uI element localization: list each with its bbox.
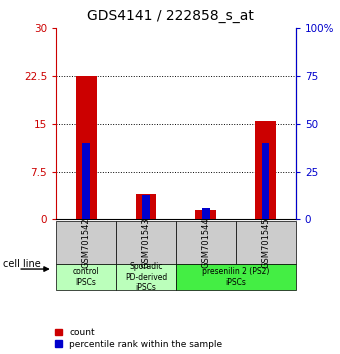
Legend: count, percentile rank within the sample: count, percentile rank within the sample	[54, 327, 223, 349]
Bar	[142, 195, 150, 219]
Text: Sporadic
PD-derived
iPSCs: Sporadic PD-derived iPSCs	[125, 262, 167, 292]
Bar	[116, 264, 176, 290]
Bar	[202, 208, 209, 219]
Bar	[75, 76, 97, 219]
Bar	[176, 264, 296, 290]
Text: GSM701542: GSM701542	[82, 217, 90, 268]
Bar	[56, 221, 116, 264]
Text: GSM701543: GSM701543	[141, 217, 151, 268]
Text: GDS4141 / 222858_s_at: GDS4141 / 222858_s_at	[87, 9, 253, 23]
Bar	[83, 143, 90, 219]
Text: control
IPSCs: control IPSCs	[73, 268, 99, 287]
Text: GSM701545: GSM701545	[261, 217, 270, 268]
Bar	[255, 121, 276, 219]
Bar	[116, 221, 176, 264]
Bar	[236, 221, 296, 264]
Text: presenilin 2 (PS2)
iPSCs: presenilin 2 (PS2) iPSCs	[202, 268, 270, 287]
Bar	[262, 143, 269, 219]
Bar	[176, 221, 236, 264]
Text: GSM701544: GSM701544	[201, 217, 210, 268]
Text: cell line: cell line	[3, 259, 41, 269]
Bar	[195, 210, 216, 219]
Bar	[56, 264, 116, 290]
Bar	[136, 194, 156, 219]
